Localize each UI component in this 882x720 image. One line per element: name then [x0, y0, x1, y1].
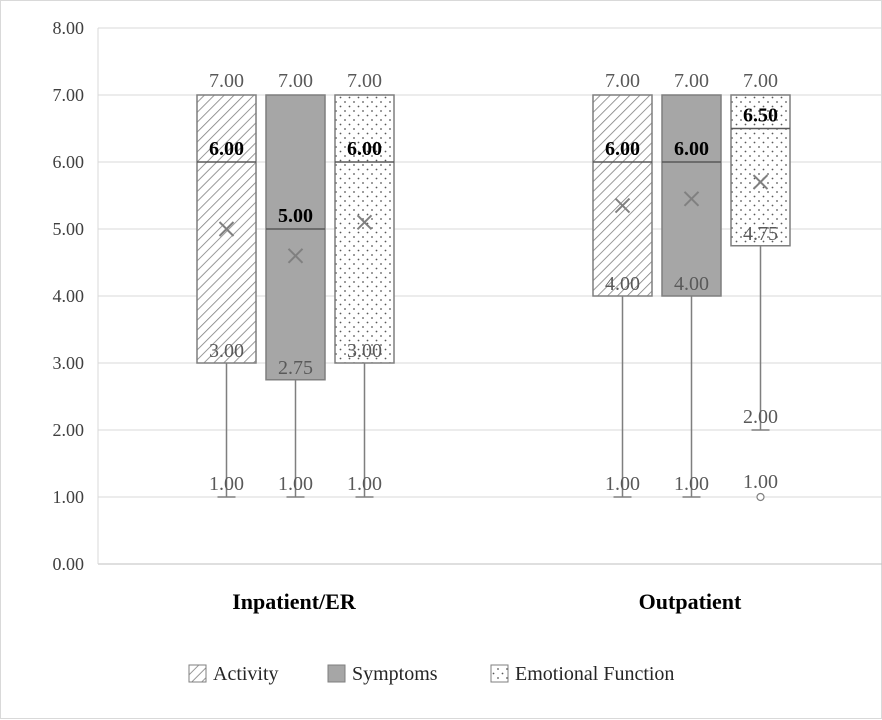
box-symptoms: [661, 94, 722, 297]
value-labels: 7.00 6.00 3.00 1.00 7.00 6.00 4.00 1.00 7.00 5.00…: [209, 70, 778, 495]
outlier-point: [756, 492, 765, 502]
y-tick-label: 5.00: [53, 219, 85, 239]
y-tick-label: 3.00: [53, 353, 85, 373]
max-label: 7.00: [743, 70, 778, 92]
max-label: 7.00: [278, 70, 313, 92]
mean-marker: [218, 221, 235, 237]
y-tick-label: 6.00: [53, 152, 85, 172]
outlier-label: 1.00: [743, 471, 778, 493]
min-label: 1.00: [209, 473, 244, 495]
box-emotional-function: [334, 94, 395, 364]
box-activity: [592, 94, 653, 297]
median-label: 6.50: [743, 105, 778, 127]
mean-marker: [752, 174, 769, 190]
legend-label: Activity: [213, 663, 279, 685]
legend: Activity Symptoms Emotional Function: [188, 663, 674, 685]
q1-label: 3.00: [209, 340, 244, 362]
boxes: [196, 94, 791, 502]
y-tick-label: 1.00: [53, 487, 85, 507]
max-label: 7.00: [605, 70, 640, 92]
legend-swatch: [188, 664, 207, 683]
min-label: 1.00: [347, 473, 382, 495]
q1-label: 4.00: [605, 273, 640, 295]
y-tick-label: 7.00: [53, 85, 85, 105]
y-tick-label: 4.00: [53, 286, 85, 306]
y-tick-label: 0.00: [53, 554, 85, 574]
median-label: 6.00: [347, 138, 382, 160]
mean-marker: [614, 197, 631, 214]
q1-label: 3.00: [347, 340, 382, 362]
min-label: 2.00: [743, 406, 778, 428]
category-labels: Inpatient/ER Outpatient: [232, 589, 742, 614]
mean-marker: [287, 248, 304, 264]
box-symptoms: [265, 94, 326, 381]
median-label: 6.00: [605, 138, 640, 160]
q1-label: 4.00: [674, 273, 709, 295]
q1-label: 2.75: [278, 357, 313, 379]
max-label: 7.00: [674, 70, 709, 92]
category-label: Inpatient/ER: [232, 589, 357, 614]
legend-label: Emotional Function: [515, 663, 674, 685]
category-label: Outpatient: [639, 589, 742, 614]
median-label: 5.00: [278, 205, 313, 227]
mean-marker: [356, 214, 373, 231]
min-label: 1.00: [278, 473, 313, 495]
legend-swatch: [490, 664, 509, 683]
legend-label: Symptoms: [352, 663, 438, 685]
y-axis-ticks: 0.00 1.00 2.00 3.00 4.00 5.00 6.00 7.00 8.00: [53, 18, 85, 574]
min-label: 1.00: [605, 473, 640, 495]
min-label: 1.00: [674, 473, 709, 495]
legend-swatch: [327, 664, 346, 683]
box-emotional-function: [730, 94, 791, 247]
y-tick-label: 8.00: [53, 18, 85, 38]
y-tick-label: 2.00: [53, 420, 85, 440]
max-label: 7.00: [347, 70, 382, 92]
max-label: 7.00: [209, 70, 244, 92]
q1-label: 4.75: [743, 223, 778, 245]
median-label: 6.00: [674, 138, 709, 160]
mean-marker: [683, 191, 700, 207]
median-label: 6.00: [209, 138, 244, 160]
